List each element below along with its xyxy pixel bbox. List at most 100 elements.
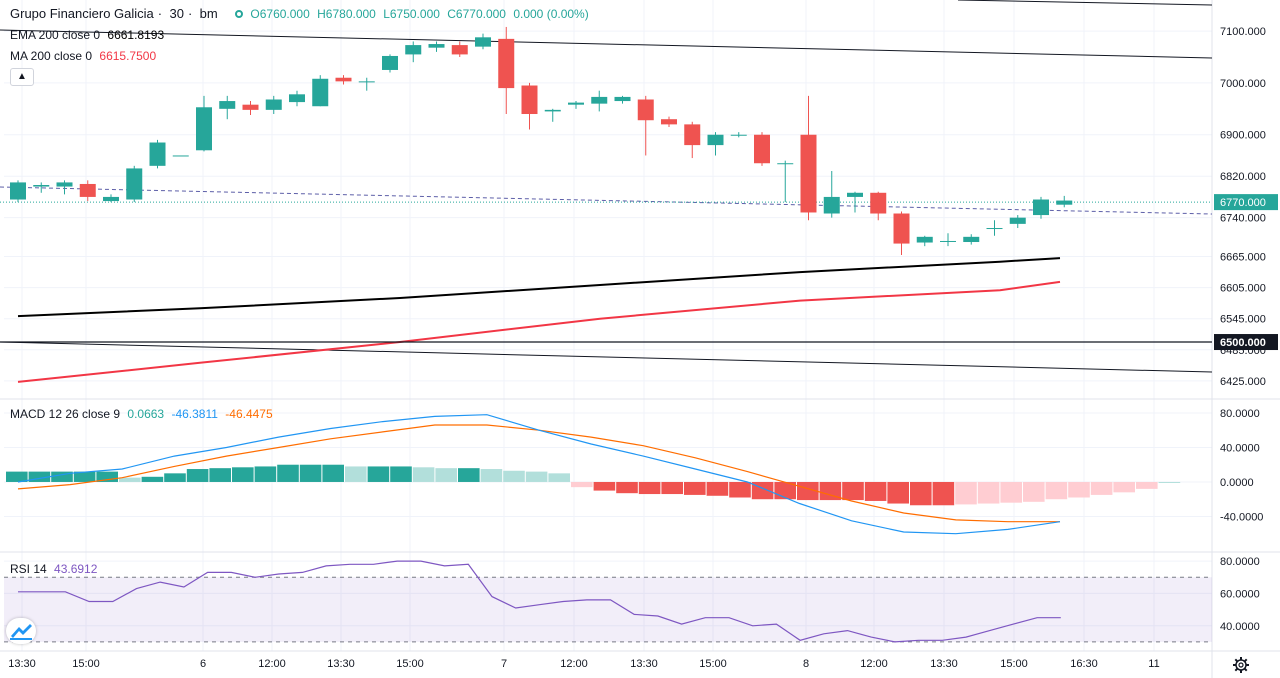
candle	[428, 41, 445, 52]
symbol-legend: Grupo Financiero Galicia · 30 · bm O6760.0…	[10, 6, 589, 21]
macd-label: MACD 12 26 close 9	[10, 407, 121, 421]
tradingview-logo-button[interactable]	[6, 618, 36, 644]
symbol-name[interactable]: Grupo Financiero Galicia	[10, 6, 154, 21]
macd-histogram-bar	[412, 467, 435, 482]
candle-body	[777, 163, 794, 165]
candle-body	[730, 134, 747, 136]
candle-body	[149, 142, 166, 166]
candle	[823, 171, 840, 218]
close-value: C6770.000	[447, 7, 506, 21]
candle-body	[126, 168, 143, 200]
candle	[800, 95, 817, 221]
candle	[498, 26, 515, 115]
candle	[521, 82, 538, 130]
chevron-up-icon: ▲	[17, 71, 27, 82]
candle	[242, 101, 259, 116]
candle-body	[940, 240, 956, 242]
rsi-label: RSI 14	[10, 562, 47, 576]
candle	[940, 233, 956, 247]
y-tick-label: 6820.000	[1220, 171, 1266, 183]
candle-body	[242, 104, 259, 110]
candle-body	[10, 182, 26, 200]
macd-histogram-bar	[435, 468, 457, 482]
collapse-legend-button[interactable]: ▲	[10, 68, 34, 86]
candle-body	[521, 85, 538, 115]
macd-histogram-bar	[51, 471, 73, 482]
candle-body	[544, 109, 561, 112]
candle-body	[591, 96, 608, 104]
macd-histogram-bar	[1068, 481, 1090, 498]
rsi-value: 43.6912	[54, 562, 98, 576]
macd-histogram-bar	[1136, 481, 1158, 489]
x-tick-label: 15:00	[1000, 658, 1028, 670]
high-value: H6780.000	[317, 7, 376, 21]
last-price-tag	[1214, 194, 1278, 211]
candle-body	[172, 155, 189, 157]
rsi-band	[4, 577, 1212, 642]
y-tick-label: 60.0000	[1220, 588, 1260, 600]
candle	[661, 116, 677, 127]
candle-body	[196, 107, 212, 151]
candle-body	[498, 38, 515, 89]
candle-body	[56, 182, 73, 187]
exchange-label: bm	[199, 6, 218, 21]
candle-body	[614, 96, 631, 102]
candle-body	[1033, 199, 1049, 216]
candle	[870, 191, 887, 221]
support-level-label: 6500.000	[1220, 337, 1266, 349]
ma-legend[interactable]: MA 200 close 0 6615.7500	[10, 48, 160, 64]
macd-histogram-bar	[480, 469, 503, 482]
ema-legend[interactable]: EMA 200 close 0 6661.8193	[10, 27, 168, 43]
candle	[684, 121, 701, 159]
candle	[544, 108, 561, 122]
macd-histogram-bar	[1113, 481, 1135, 493]
x-tick-label: 16:30	[1070, 658, 1098, 670]
macd-histogram-bar	[661, 481, 683, 495]
macd-hist-value: 0.0663	[127, 407, 165, 421]
macd-histogram-bar	[458, 468, 480, 482]
candle-body	[963, 236, 980, 243]
macd-histogram-bar	[910, 481, 932, 506]
rsi-legend[interactable]: RSI 14 43.6912	[10, 561, 101, 577]
macd-histogram-bar	[299, 464, 322, 482]
open-value: O6760.000	[250, 7, 310, 21]
support-level-tag	[1214, 334, 1278, 351]
y-tick-label: 80.0000	[1220, 556, 1260, 568]
candle-body	[800, 134, 817, 213]
ema-label: EMA 200 close 0	[10, 28, 101, 42]
candle-body	[707, 134, 724, 146]
candle	[963, 234, 980, 245]
candle-body	[289, 94, 305, 103]
candle-body	[823, 196, 840, 214]
macd-histogram-bar	[887, 481, 909, 504]
candle	[1009, 215, 1026, 229]
macd-histogram-bar	[254, 466, 277, 482]
candle-body	[1056, 200, 1073, 205]
x-tick-label: 13:30	[327, 658, 355, 670]
macd-histogram-bar	[28, 471, 51, 482]
x-tick-label: 12:00	[258, 658, 286, 670]
macd-legend[interactable]: MACD 12 26 close 9 0.0663 -46.3811 -46.4…	[10, 406, 277, 422]
macd-histogram-bar	[345, 466, 367, 482]
macd-histogram-bar	[571, 481, 593, 488]
last-price-label: 6770.000	[1220, 197, 1266, 209]
candle	[196, 95, 212, 152]
macd-histogram-bar	[209, 468, 231, 482]
gear-icon[interactable]	[1232, 656, 1250, 674]
macd-histogram-bar	[593, 481, 616, 491]
market-status-icon	[235, 10, 244, 18]
ma200-line	[17, 280, 1061, 383]
logo-icon	[10, 624, 32, 640]
macd-histogram-bar	[1158, 481, 1181, 483]
macd-histogram-bar	[525, 471, 548, 482]
candle	[219, 95, 236, 120]
macd-histogram-bar	[864, 481, 887, 501]
macd-histogram-bar	[1023, 481, 1045, 502]
candle-body	[637, 99, 654, 121]
x-tick-label: 13:30	[630, 658, 658, 670]
interval-label[interactable]: 30	[169, 6, 184, 21]
candle	[986, 220, 1003, 236]
macd-histogram-bar	[367, 466, 390, 482]
macd-histogram-bar	[186, 469, 209, 482]
